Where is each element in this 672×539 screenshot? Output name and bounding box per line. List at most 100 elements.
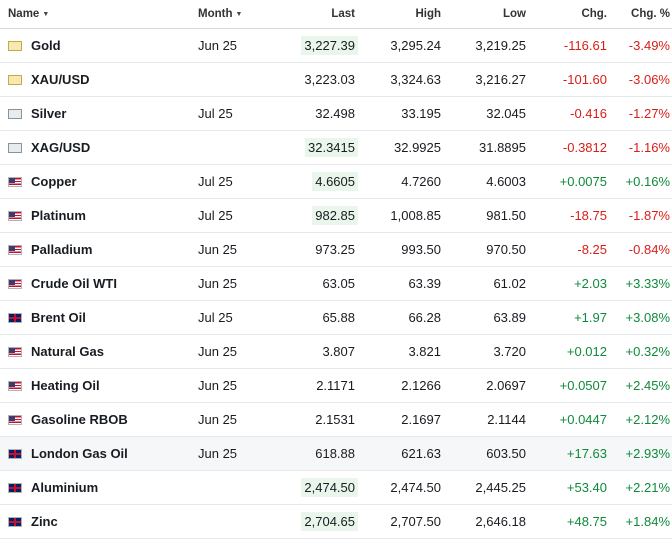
change-cell: +0.0447 [559,412,607,427]
uk-flag-icon [8,482,22,493]
last-value: 2.1531 [315,412,355,427]
header-month[interactable]: Month ▼ [185,8,256,20]
table-row[interactable]: Copper Jul 25 4.6605 4.7260 4.6003 +0.0075 +0.… [0,165,672,199]
silver-icon [8,108,22,119]
last-cell: 973.25 [256,242,357,257]
change-percent-cell: +2.45% [625,378,670,393]
high-cell: 3,324.63 [390,72,441,87]
change-percent-cell: +0.32% [625,344,670,359]
high-cell: 993.50 [401,242,441,257]
instrument-link[interactable]: Silver [31,106,67,121]
instrument-link[interactable]: XAU/USD [31,72,90,87]
header-high[interactable]: High [415,8,441,20]
instrument-link[interactable]: Copper [31,174,77,189]
sort-caret-icon: ▼ [235,11,243,18]
table-row[interactable]: Natural Gas Jun 25 3.807 3.821 3.720 +0.012 +0… [0,335,672,369]
change-percent-cell: +2.21% [625,480,670,495]
change-percent-cell: +1.84% [625,514,670,529]
table-row[interactable]: Crude Oil WTI Jun 25 63.05 63.39 61.02 +2.03 +… [0,267,672,301]
instrument-link[interactable]: Heating Oil [31,378,100,393]
last-cell: 2,474.50 [256,478,358,497]
low-cell: 3.720 [493,344,526,359]
last-value: 973.25 [315,242,355,257]
instrument-link[interactable]: Brent Oil [31,310,86,325]
last-cell: 618.88 [256,446,357,461]
high-cell: 3,295.24 [390,38,441,53]
instrument-link[interactable]: Palladium [31,242,93,257]
gold-icon [8,40,22,51]
last-cell: 2.1531 [256,412,357,427]
change-percent-cell: +3.08% [625,310,670,325]
month-cell: Jun 25 [198,412,238,427]
us-flag-icon [8,380,22,391]
instrument-name-cell: Heating Oil [0,378,185,393]
instrument-link[interactable]: Natural Gas [31,344,104,359]
instrument-link[interactable]: XAG/USD [31,140,91,155]
change-cell: -18.75 [570,208,607,223]
instrument-name-cell: Palladium [0,242,185,257]
header-chg-pct[interactable]: Chg. % [631,8,670,20]
change-cell: +1.97 [574,310,607,325]
instrument-name-cell: London Gas Oil [0,446,185,461]
instrument-name-cell: Copper [0,174,185,189]
high-cell: 3.821 [408,344,441,359]
header-name-label: Name [8,8,40,20]
last-value: 2.1171 [316,378,355,393]
header-low[interactable]: Low [503,8,526,20]
change-percent-cell: -1.87% [628,208,670,223]
last-cell: 32.498 [256,106,357,121]
us-flag-icon [8,346,22,357]
change-cell: +2.03 [574,276,607,291]
table-row[interactable]: Brent Oil Jul 25 65.88 66.28 63.89 +1.97 +3.08… [0,301,672,335]
last-value: 2,704.65 [301,512,358,531]
table-row[interactable]: Silver Jul 25 32.498 33.195 32.045 -0.416 -1.2… [0,97,672,131]
last-value: 4.6605 [312,172,358,191]
month-cell: Jul 25 [198,106,233,121]
table-row[interactable]: Gold Jun 25 3,227.39 3,295.24 3,219.25 -116.6… [0,29,672,63]
instrument-link[interactable]: Gold [31,38,61,53]
change-cell: -0.3812 [562,140,607,155]
change-cell: +0.0507 [559,378,607,393]
high-cell: 2,474.50 [390,480,441,495]
table-row[interactable]: London Gas Oil Jun 25 618.88 621.63 603.50 +1… [0,437,672,471]
low-cell: 603.50 [486,446,526,461]
instrument-link[interactable]: Gasoline RBOB [31,412,128,427]
change-cell: -101.60 [562,72,607,87]
header-chg[interactable]: Chg. [581,8,607,20]
us-flag-icon [8,414,22,425]
change-percent-cell: +2.12% [625,412,670,427]
table-row[interactable]: Gasoline RBOB Jun 25 2.1531 2.1697 2.1144 +0.… [0,403,672,437]
instrument-link[interactable]: Crude Oil WTI [31,276,117,291]
change-percent-cell: -1.16% [628,140,670,155]
high-cell: 4.7260 [401,174,441,189]
instrument-link[interactable]: London Gas Oil [31,446,128,461]
table-row[interactable]: XAU/USD 3,223.03 3,324.63 3,216.27 -101.60 -3… [0,63,672,97]
low-cell: 31.8895 [479,140,526,155]
table-row[interactable]: XAG/USD 32.3415 32.9925 31.8895 -0.3812 -1.16… [0,131,672,165]
table-row[interactable]: Heating Oil Jun 25 2.1171 2.1266 2.0697 +0.05… [0,369,672,403]
last-value: 3,227.39 [301,36,358,55]
table-row[interactable]: Zinc 2,704.65 2,707.50 2,646.18 +48.75 +1.84% [0,505,672,539]
instrument-link[interactable]: Platinum [31,208,86,223]
header-month-label: Month [198,8,233,20]
low-cell: 4.6003 [486,174,526,189]
instrument-name-cell: Platinum [0,208,185,223]
table-row[interactable]: Platinum Jul 25 982.85 1,008.85 981.50 -18.75… [0,199,672,233]
table-row[interactable]: Palladium Jun 25 973.25 993.50 970.50 -8.25 -0… [0,233,672,267]
last-value: 65.88 [322,310,355,325]
low-cell: 63.89 [493,310,526,325]
instrument-link[interactable]: Zinc [31,514,58,529]
us-flag-icon [8,176,22,187]
change-percent-cell: +3.33% [625,276,670,291]
header-last[interactable]: Last [331,8,355,20]
table-row[interactable]: Aluminium 2,474.50 2,474.50 2,445.25 +53.40 +… [0,471,672,505]
change-cell: +48.75 [566,514,607,529]
header-name[interactable]: Name ▼ [0,8,185,20]
month-cell: Jul 25 [198,310,233,325]
last-cell: 4.6605 [256,172,358,191]
low-cell: 2.0697 [486,378,526,393]
instrument-link[interactable]: Aluminium [31,480,99,495]
change-cell: +53.40 [566,480,607,495]
month-cell: Jul 25 [198,208,233,223]
us-flag-icon [8,210,22,221]
